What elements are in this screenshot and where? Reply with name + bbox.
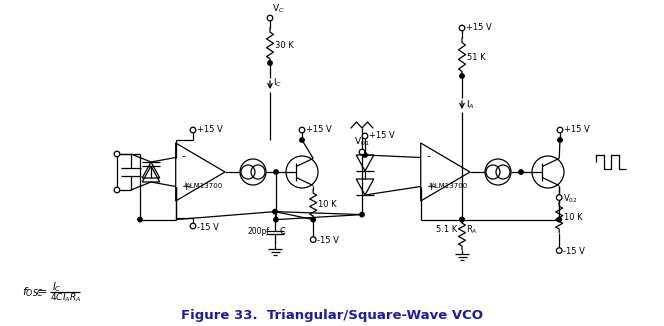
Text: $I_C$: $I_C$ xyxy=(52,280,62,294)
Text: +15 V: +15 V xyxy=(306,125,332,134)
Circle shape xyxy=(459,25,465,31)
Text: +15 V: +15 V xyxy=(466,22,492,32)
Circle shape xyxy=(557,217,561,222)
Text: 51 K: 51 K xyxy=(467,53,485,63)
Circle shape xyxy=(363,153,367,157)
Text: -15 V: -15 V xyxy=(317,236,339,245)
Circle shape xyxy=(556,248,562,253)
Text: +: + xyxy=(182,183,191,192)
Text: -: - xyxy=(427,152,431,161)
Text: 200pf: 200pf xyxy=(248,227,270,236)
Text: ½LM13700: ½LM13700 xyxy=(184,183,223,189)
Circle shape xyxy=(459,217,464,222)
Circle shape xyxy=(311,217,315,222)
Circle shape xyxy=(362,133,368,139)
Text: 30 K: 30 K xyxy=(275,40,293,50)
Text: C: C xyxy=(280,227,286,236)
Text: I$_A$: I$_A$ xyxy=(466,99,475,111)
Text: -15 V: -15 V xyxy=(563,247,585,256)
Text: 5.1 K: 5.1 K xyxy=(436,225,457,234)
Text: $f_{OSC}$: $f_{OSC}$ xyxy=(22,285,44,299)
Text: V$_{02}$: V$_{02}$ xyxy=(563,192,578,205)
Text: V$_{01}$: V$_{01}$ xyxy=(354,136,370,149)
Text: +: + xyxy=(427,183,436,192)
Circle shape xyxy=(190,223,196,229)
Text: =: = xyxy=(38,287,47,297)
Text: +15 V: +15 V xyxy=(564,125,590,134)
Circle shape xyxy=(114,187,120,193)
Text: -: - xyxy=(182,152,186,161)
Circle shape xyxy=(359,149,365,155)
Text: +15 V: +15 V xyxy=(369,130,395,140)
Text: I$_C$: I$_C$ xyxy=(273,77,282,89)
Circle shape xyxy=(459,74,464,78)
Circle shape xyxy=(274,170,278,174)
Text: 10 K: 10 K xyxy=(318,200,337,209)
Circle shape xyxy=(556,195,562,200)
Text: Figure 33.  Triangular/Square-Wave VCO: Figure 33. Triangular/Square-Wave VCO xyxy=(181,308,483,321)
Text: +15 V: +15 V xyxy=(197,125,222,134)
Text: 10 K: 10 K xyxy=(564,213,583,222)
Circle shape xyxy=(459,217,464,222)
Circle shape xyxy=(268,61,272,65)
Text: V$_C$: V$_C$ xyxy=(272,3,285,15)
Circle shape xyxy=(310,237,316,243)
Circle shape xyxy=(267,15,273,21)
Circle shape xyxy=(138,217,142,222)
Circle shape xyxy=(300,138,304,142)
Circle shape xyxy=(558,138,562,142)
Text: -15 V: -15 V xyxy=(197,224,219,232)
Circle shape xyxy=(360,213,364,217)
Circle shape xyxy=(557,127,563,133)
Circle shape xyxy=(299,127,305,133)
Circle shape xyxy=(273,209,277,214)
Circle shape xyxy=(190,127,196,133)
Text: R$_A$: R$_A$ xyxy=(466,223,477,236)
Text: ½LM13700: ½LM13700 xyxy=(429,183,468,189)
Text: $4CI_AR_A$: $4CI_AR_A$ xyxy=(50,292,82,304)
Circle shape xyxy=(274,217,278,222)
Circle shape xyxy=(519,170,523,174)
Circle shape xyxy=(114,151,120,157)
